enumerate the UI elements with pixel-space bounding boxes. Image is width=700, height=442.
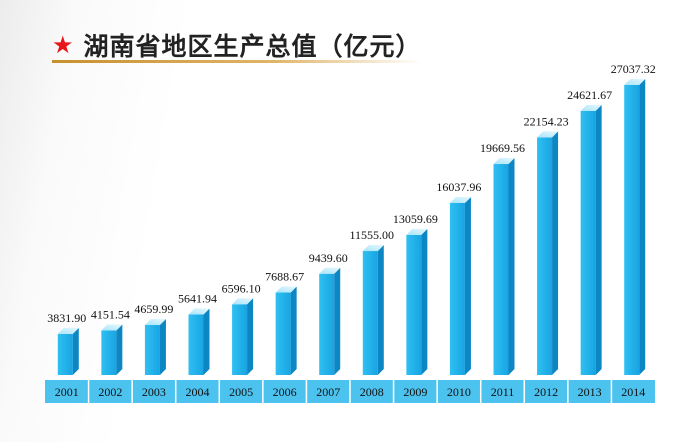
bar-front [406,234,422,375]
x-tick-label: 2003 [142,385,166,399]
data-label: 16037.96 [436,180,481,194]
bar-side [377,245,384,375]
x-tick-label: 2006 [273,385,297,399]
bar-side [464,196,471,375]
x-tick-label: 2011 [491,385,515,399]
bar-top [232,298,254,305]
bar-side [72,327,79,375]
bar-side [116,324,123,375]
bar-side [290,286,297,375]
data-label: 4659.99 [134,302,173,316]
x-tick-label: 2001 [55,385,79,399]
bar-front [580,110,596,375]
bar-side [334,267,341,375]
bar-front [449,202,465,375]
bar-side [552,131,559,375]
x-tick-label: 2014 [621,385,645,399]
bar-2006 [275,286,297,375]
bar-side [203,308,210,375]
data-label: 4151.54 [91,307,130,321]
data-label: 7688.67 [265,270,304,284]
bar-2005 [232,298,254,375]
bar-top [580,104,602,111]
x-tick-label: 2012 [534,385,558,399]
title-underline [52,60,422,63]
star-icon: ★ [52,31,74,59]
bar-side [639,79,646,375]
bar-top [624,79,646,85]
data-label: 22154.23 [524,114,569,128]
bar-side [159,319,166,375]
bar-2009 [406,228,428,375]
bar-top [275,286,297,293]
data-label: 24621.67 [567,88,612,102]
bar-top [362,245,384,252]
bar-2001 [57,327,79,375]
data-label: 9439.60 [309,251,348,265]
bar-front [275,292,291,375]
bar-front [101,330,117,375]
bar-side [508,158,515,375]
bar-top [144,319,166,326]
bar-top [57,327,79,334]
data-label: 27037.32 [611,62,656,76]
x-tick-label: 2004 [186,385,210,399]
bar-top [537,131,559,138]
x-tick-label: 2009 [403,385,427,399]
x-tick-label: 2005 [229,385,253,399]
bar-2010 [449,196,471,375]
bar-2003 [144,319,166,375]
bar-2004 [188,308,210,375]
bar-front [319,273,335,375]
bar-2008 [362,245,384,375]
x-tick-label: 2010 [447,385,471,399]
chart-title: ★ 湖南省地区生产总值（亿元） [52,27,422,63]
bar-2011 [493,158,515,375]
data-label: 3831.90 [47,311,86,325]
bar-front [144,325,160,375]
bar-front [232,304,248,375]
bar-front [188,314,204,375]
bar-front [537,137,553,375]
chart-title-text: 湖南省地区生产总值（亿元） [83,32,422,61]
bar-side [421,228,428,375]
bar-top [406,228,428,235]
data-label: 19669.56 [480,141,525,155]
bar-top [319,267,341,274]
bar-side [595,104,602,375]
bar-top [101,324,123,331]
data-label: 5641.94 [178,291,217,305]
bar-top [493,158,515,165]
bar-2002 [101,324,123,375]
bar-front [362,251,378,375]
data-label: 13059.69 [393,212,438,226]
bar-front [624,85,640,375]
x-tick-label: 2007 [316,385,340,399]
bar-2013 [580,104,602,375]
bar-2014 [624,79,646,375]
bar-side [247,298,254,375]
bar-2012 [537,131,559,375]
bar-top [449,196,471,203]
data-label: 6596.10 [222,281,261,295]
x-tick-label: 2013 [578,385,602,399]
x-tick-label: 2002 [98,385,122,399]
bar-top [188,308,210,315]
data-label: 11555.00 [350,228,395,242]
bar-front [57,333,73,375]
bar-2007 [319,267,341,375]
bar-front [493,164,509,375]
x-tick-label: 2008 [360,385,384,399]
